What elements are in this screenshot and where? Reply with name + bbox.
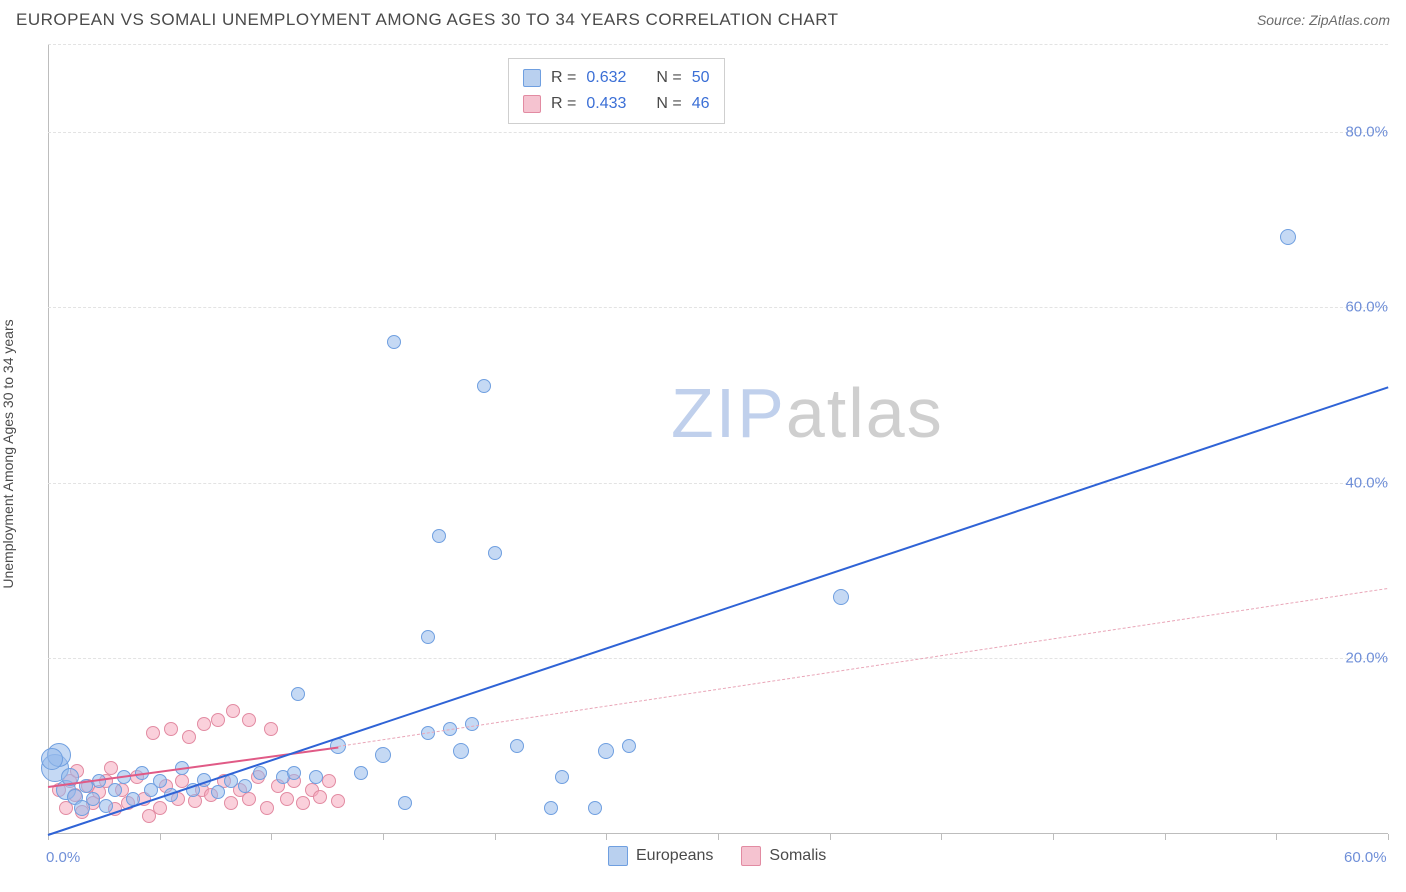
r-value: 0.433 bbox=[586, 91, 626, 117]
x-tick bbox=[830, 834, 831, 840]
data-point bbox=[477, 379, 491, 393]
correlation-legend-row: R = 0.632 N = 50 bbox=[523, 65, 710, 91]
chart-area: Unemployment Among Ages 30 to 34 years Z… bbox=[0, 34, 1406, 874]
x-tick bbox=[1276, 834, 1277, 840]
data-point bbox=[280, 792, 294, 806]
data-point bbox=[421, 630, 435, 644]
data-point bbox=[182, 730, 196, 744]
data-point bbox=[253, 766, 267, 780]
y-tick-label: 60.0% bbox=[1345, 299, 1388, 316]
series-legend: Europeans Somalis bbox=[608, 846, 826, 866]
data-point bbox=[432, 529, 446, 543]
legend-label: Europeans bbox=[636, 847, 713, 865]
trend-line bbox=[338, 588, 1388, 747]
data-point bbox=[226, 704, 240, 718]
n-value: 50 bbox=[692, 65, 710, 91]
header: EUROPEAN VS SOMALI UNEMPLOYMENT AMONG AG… bbox=[0, 0, 1406, 34]
n-label: N = bbox=[656, 91, 681, 117]
data-point bbox=[588, 801, 602, 815]
x-tick bbox=[271, 834, 272, 840]
data-point bbox=[224, 796, 238, 810]
data-point bbox=[296, 796, 310, 810]
data-point bbox=[108, 783, 122, 797]
data-point bbox=[41, 748, 63, 770]
n-label: N = bbox=[656, 65, 681, 91]
r-value: 0.632 bbox=[586, 65, 626, 91]
data-point bbox=[104, 761, 118, 775]
data-point bbox=[142, 809, 156, 823]
data-point bbox=[510, 739, 524, 753]
data-point bbox=[544, 801, 558, 815]
y-tick-label: 80.0% bbox=[1345, 123, 1388, 140]
x-tick bbox=[160, 834, 161, 840]
gridline bbox=[48, 658, 1388, 659]
x-tick bbox=[941, 834, 942, 840]
legend-swatch bbox=[523, 69, 541, 87]
data-point bbox=[211, 785, 225, 799]
data-point bbox=[387, 335, 401, 349]
correlation-legend-row: R = 0.433 N = 46 bbox=[523, 91, 710, 117]
data-point bbox=[287, 766, 301, 780]
gridline bbox=[48, 44, 1388, 45]
data-point bbox=[242, 713, 256, 727]
x-tick-label: 60.0% bbox=[1344, 849, 1387, 866]
data-point bbox=[453, 743, 469, 759]
data-point bbox=[260, 801, 274, 815]
data-point bbox=[322, 774, 336, 788]
x-tick-label: 0.0% bbox=[46, 849, 80, 866]
x-tick bbox=[1165, 834, 1166, 840]
y-axis-label: Unemployment Among Ages 30 to 34 years bbox=[0, 319, 16, 588]
y-tick-label: 40.0% bbox=[1345, 474, 1388, 491]
legend-swatch bbox=[523, 95, 541, 113]
data-point bbox=[153, 774, 167, 788]
data-point bbox=[833, 589, 849, 605]
legend-swatch bbox=[608, 846, 628, 866]
data-point bbox=[398, 796, 412, 810]
legend-swatch bbox=[741, 846, 761, 866]
data-point bbox=[331, 794, 345, 808]
data-point bbox=[375, 747, 391, 763]
x-tick bbox=[495, 834, 496, 840]
plot-area: ZIPatlas R = 0.632 N = 50 R = 0.433 N = 46 bbox=[48, 44, 1388, 834]
gridline bbox=[48, 132, 1388, 133]
data-point bbox=[598, 743, 614, 759]
data-point bbox=[197, 717, 211, 731]
data-point bbox=[264, 722, 278, 736]
data-point bbox=[291, 687, 305, 701]
data-point bbox=[488, 546, 502, 560]
x-tick bbox=[1388, 834, 1389, 840]
gridline bbox=[48, 483, 1388, 484]
y-tick-label: 20.0% bbox=[1345, 650, 1388, 667]
gridline bbox=[48, 307, 1388, 308]
r-label: R = bbox=[551, 91, 576, 117]
data-point bbox=[1280, 229, 1296, 245]
data-point bbox=[309, 770, 323, 784]
r-label: R = bbox=[551, 65, 576, 91]
data-point bbox=[622, 739, 636, 753]
x-tick bbox=[1053, 834, 1054, 840]
legend-item: Europeans bbox=[608, 846, 713, 866]
source-attribution: Source: ZipAtlas.com bbox=[1257, 12, 1390, 28]
n-value: 46 bbox=[692, 91, 710, 117]
watermark: ZIPatlas bbox=[671, 373, 944, 453]
legend-item: Somalis bbox=[741, 846, 826, 866]
data-point bbox=[354, 766, 368, 780]
x-tick bbox=[718, 834, 719, 840]
x-tick bbox=[606, 834, 607, 840]
trend-line bbox=[48, 386, 1389, 836]
correlation-legend: R = 0.632 N = 50 R = 0.433 N = 46 bbox=[508, 58, 725, 124]
x-tick bbox=[383, 834, 384, 840]
data-point bbox=[238, 779, 252, 793]
data-point bbox=[313, 790, 327, 804]
data-point bbox=[146, 726, 160, 740]
y-axis-line bbox=[48, 44, 49, 834]
data-point bbox=[242, 792, 256, 806]
data-point bbox=[555, 770, 569, 784]
chart-title: EUROPEAN VS SOMALI UNEMPLOYMENT AMONG AG… bbox=[16, 10, 839, 30]
data-point bbox=[211, 713, 225, 727]
data-point bbox=[99, 799, 113, 813]
data-point bbox=[164, 722, 178, 736]
data-point bbox=[86, 792, 100, 806]
legend-label: Somalis bbox=[769, 847, 826, 865]
